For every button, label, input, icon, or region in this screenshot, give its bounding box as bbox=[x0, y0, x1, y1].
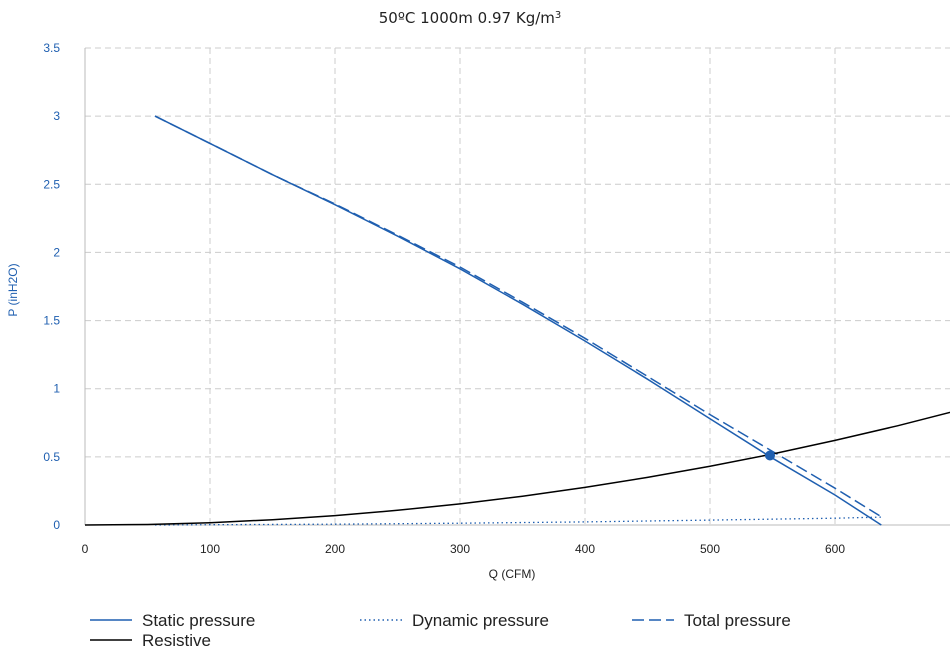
x-tick-label: 600 bbox=[825, 542, 845, 556]
y-tick-label: 3.5 bbox=[43, 41, 60, 55]
legend-label: Resistive bbox=[142, 631, 211, 650]
x-tick-label: 500 bbox=[700, 542, 720, 556]
axes bbox=[84, 48, 950, 526]
y-tick-label: 2 bbox=[53, 245, 60, 259]
x-tick-labels: 0100200300400500600700 bbox=[82, 542, 950, 556]
x-axis-label: Q (CFM) bbox=[489, 567, 536, 581]
operating-point bbox=[765, 450, 775, 461]
y-tick-label: 0 bbox=[53, 518, 60, 532]
y-tick-label: 0.5 bbox=[43, 450, 60, 464]
x-tick-label: 100 bbox=[200, 542, 220, 556]
grid bbox=[85, 47, 950, 525]
legend: Static pressure Dynamic pressure Total pre… bbox=[90, 611, 791, 650]
y-tick-label: 2.5 bbox=[43, 177, 60, 191]
x-tick-label: 300 bbox=[450, 542, 470, 556]
y-axis-label: P (inH2O) bbox=[6, 263, 20, 316]
series-group bbox=[84, 115, 950, 526]
chart-title: 50ºC 1000m 0.97 Kg/m3 bbox=[379, 9, 562, 27]
series-line-dynamic-pressure bbox=[154, 516, 882, 526]
x-tick-label: 400 bbox=[575, 542, 595, 556]
series-line-resistive bbox=[84, 411, 950, 526]
legend-label: Static pressure bbox=[142, 611, 255, 630]
y-tick-labels: 0 0.5 1 1.5 2 2.5 3 3.5 bbox=[43, 41, 60, 532]
x-tick-label: 200 bbox=[325, 542, 345, 556]
x-tick-label: 0 bbox=[82, 542, 89, 556]
legend-label: Dynamic pressure bbox=[412, 611, 549, 630]
y-tick-label: 3 bbox=[53, 109, 60, 123]
y-tick-label: 1 bbox=[53, 382, 60, 396]
legend-label: Total pressure bbox=[684, 611, 791, 630]
y-tick-label: 1.5 bbox=[43, 314, 60, 328]
